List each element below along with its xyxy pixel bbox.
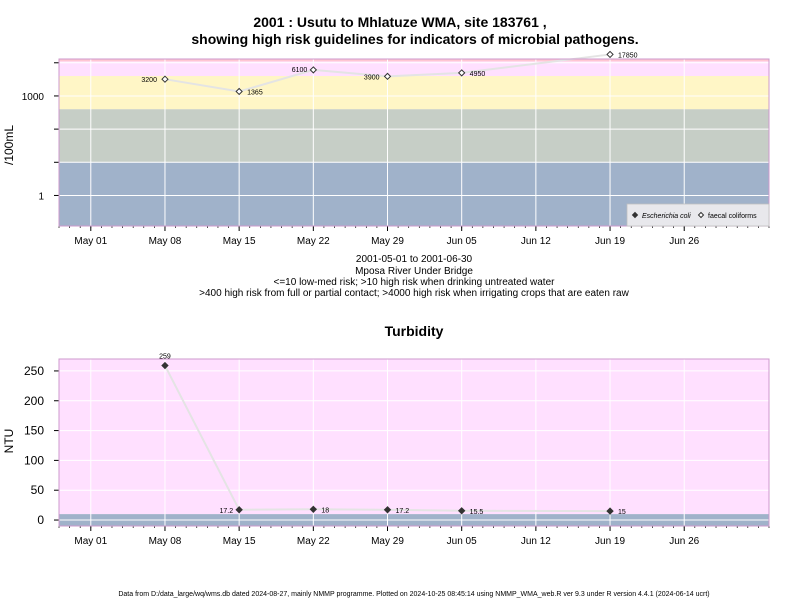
chart2-x-tick-label: May 29	[371, 536, 404, 547]
chart2-x-tick-label: Jun 26	[669, 536, 699, 547]
chart1-data-label: 3200	[141, 77, 157, 84]
chart1-guideline-note-1: <=10 low-med risk; >10 high risk when dr…	[274, 277, 556, 288]
chart2-data-point	[606, 507, 614, 515]
chart2-plot-frame	[58, 358, 770, 527]
chart1-legend-label: Escherichia coli	[642, 213, 691, 220]
chart2-data-point	[235, 506, 243, 514]
chart2-data-label: 17.2	[396, 508, 410, 515]
chart1-legend-marker	[631, 211, 639, 219]
chart1-legend-label: faecal coliforms	[708, 213, 757, 220]
chart2-data-point	[383, 506, 392, 514]
chart1-data-point	[606, 50, 614, 59]
chart1-band-2	[59, 109, 769, 163]
chart1-y-tick-label: 1000	[22, 92, 45, 103]
chart2-x-tick-label: Jun 19	[595, 536, 625, 547]
chart1-data-label: 6100	[292, 67, 308, 74]
chart1-x-tick-label: May 22	[297, 236, 330, 247]
chart1-data-point	[457, 69, 466, 77]
chart2-x-tick-label: May 08	[149, 536, 182, 547]
chart2-band-2	[59, 359, 769, 515]
chart1-x-tick-label: May 01	[74, 236, 107, 247]
chart1-x-tick-label: Jun 19	[595, 236, 625, 247]
chart1-title: 2001 : Usutu to Mhlatuze WMA, site 18376…	[253, 14, 546, 30]
chart1-data-point	[309, 66, 318, 74]
chart1-x-tick-label: May 15	[223, 236, 256, 247]
chart1-series-line	[164, 53, 611, 93]
chart1-x-tick-label: Jun 26	[669, 236, 699, 247]
chart2-data-label: 18	[321, 507, 329, 514]
chart1-legend-marker	[697, 211, 705, 219]
chart2-y-tick-label: 250	[24, 364, 44, 378]
chart2-data-label: 17.2	[220, 508, 234, 515]
chart1-band-4	[59, 61, 769, 76]
chart1-x-tick-label: Jun 12	[521, 236, 551, 247]
chart1-site-name: Mposa River Under Bridge	[355, 266, 473, 277]
chart2-data-point	[457, 507, 466, 515]
chart2-x-tick-label: May 15	[223, 536, 256, 547]
chart2-y-tick-label: 200	[24, 394, 44, 408]
chart1-subtitle: showing high risk guidelines for indicat…	[191, 31, 638, 47]
chart1-date-range: 2001-05-01 to 2001-06-30	[356, 254, 473, 265]
chart2-title: Turbidity	[385, 323, 444, 339]
chart2-y-tick-label: 150	[24, 424, 44, 438]
chart1-x-tick-label: May 08	[149, 236, 182, 247]
chart1-data-label: 4950	[470, 71, 486, 78]
chart1-y-axis-label: /100mL	[2, 125, 16, 165]
chart2-x-tick-label: May 22	[297, 536, 330, 547]
chart1-y-tick-label: 1	[38, 191, 44, 202]
chart1-plot-frame	[58, 58, 770, 227]
chart1-band-5	[59, 59, 769, 62]
chart1-data-label: 1365	[247, 89, 263, 96]
chart1-x-tick-label: May 29	[371, 236, 404, 247]
chart1-guideline-note-2: >400 high risk from full or partial cont…	[199, 288, 629, 299]
chart1-x-tick-label: Jun 05	[447, 236, 477, 247]
chart2-y-tick-label: 100	[24, 453, 44, 467]
chart2-series-line	[164, 365, 611, 513]
chart2-y-axis-label: NTU	[2, 429, 16, 454]
chart1-data-point	[235, 87, 243, 96]
chart2-y-tick-label: 0	[37, 513, 44, 527]
chart2-data-label: 15	[618, 509, 626, 516]
chart2-data-point	[161, 361, 169, 370]
chart2-x-tick-label: May 01	[74, 536, 107, 547]
chart2-x-tick-label: Jun 12	[521, 536, 551, 547]
chart2-data-point	[309, 505, 318, 514]
chart2-x-tick-label: Jun 05	[447, 536, 477, 547]
chart1-data-label: 17850	[618, 52, 638, 59]
chart1-data-point	[161, 75, 169, 83]
chart1-data-label: 3900	[364, 74, 380, 81]
footer-note: Data from D:/data_large/wq/wms.db dated …	[118, 591, 709, 598]
chart2-data-label: 15.5	[470, 509, 484, 516]
chart1-data-point	[383, 72, 392, 81]
chart2-data-label: 259	[159, 354, 171, 361]
chart2-y-tick-label: 50	[31, 483, 45, 497]
